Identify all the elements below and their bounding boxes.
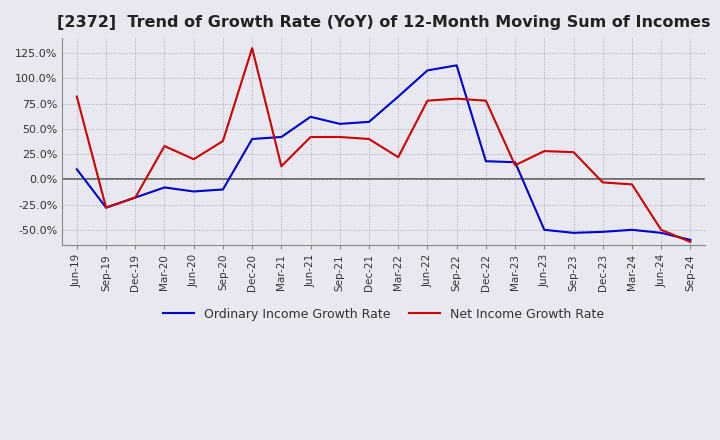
- Ordinary Income Growth Rate: [102, 205, 110, 210]
- Net Income Growth Rate: [336, 134, 344, 139]
- Ordinary Income Growth Rate: [570, 230, 578, 235]
- Net Income Growth Rate: [102, 205, 110, 210]
- Ordinary Income Growth Rate: [189, 189, 198, 194]
- Net Income Growth Rate: [452, 96, 461, 101]
- Net Income Growth Rate: [131, 195, 140, 200]
- Ordinary Income Growth Rate: [160, 185, 168, 190]
- Ordinary Income Growth Rate: [510, 160, 519, 165]
- Net Income Growth Rate: [219, 139, 228, 144]
- Legend: Ordinary Income Growth Rate, Net Income Growth Rate: Ordinary Income Growth Rate, Net Income …: [158, 303, 610, 326]
- Net Income Growth Rate: [570, 150, 578, 155]
- Net Income Growth Rate: [510, 163, 519, 168]
- Ordinary Income Growth Rate: [248, 136, 256, 142]
- Line: Net Income Growth Rate: Net Income Growth Rate: [77, 48, 690, 242]
- Net Income Growth Rate: [482, 98, 490, 103]
- Net Income Growth Rate: [277, 164, 286, 169]
- Net Income Growth Rate: [540, 148, 549, 154]
- Ordinary Income Growth Rate: [598, 229, 607, 235]
- Ordinary Income Growth Rate: [452, 63, 461, 68]
- Net Income Growth Rate: [598, 180, 607, 185]
- Ordinary Income Growth Rate: [277, 134, 286, 139]
- Net Income Growth Rate: [423, 98, 432, 103]
- Ordinary Income Growth Rate: [336, 121, 344, 127]
- Ordinary Income Growth Rate: [394, 94, 402, 99]
- Ordinary Income Growth Rate: [482, 158, 490, 164]
- Ordinary Income Growth Rate: [686, 237, 695, 242]
- Net Income Growth Rate: [306, 134, 315, 139]
- Net Income Growth Rate: [189, 157, 198, 162]
- Net Income Growth Rate: [365, 136, 374, 142]
- Ordinary Income Growth Rate: [657, 230, 665, 235]
- Net Income Growth Rate: [657, 227, 665, 232]
- Net Income Growth Rate: [248, 46, 256, 51]
- Net Income Growth Rate: [628, 182, 636, 187]
- Net Income Growth Rate: [160, 143, 168, 149]
- Ordinary Income Growth Rate: [73, 167, 81, 172]
- Net Income Growth Rate: [73, 94, 81, 99]
- Ordinary Income Growth Rate: [423, 68, 432, 73]
- Ordinary Income Growth Rate: [219, 187, 228, 192]
- Net Income Growth Rate: [394, 154, 402, 160]
- Line: Ordinary Income Growth Rate: Ordinary Income Growth Rate: [77, 66, 690, 240]
- Title: [2372]  Trend of Growth Rate (YoY) of 12-Month Moving Sum of Incomes: [2372] Trend of Growth Rate (YoY) of 12-…: [57, 15, 711, 30]
- Ordinary Income Growth Rate: [131, 195, 140, 200]
- Net Income Growth Rate: [686, 239, 695, 245]
- Ordinary Income Growth Rate: [540, 227, 549, 232]
- Ordinary Income Growth Rate: [306, 114, 315, 119]
- Ordinary Income Growth Rate: [365, 119, 374, 125]
- Ordinary Income Growth Rate: [628, 227, 636, 232]
